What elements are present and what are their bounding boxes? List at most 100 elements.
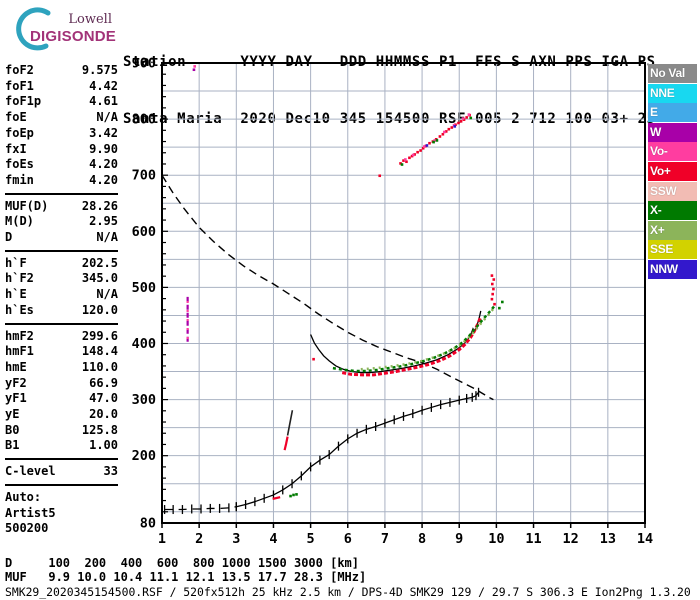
legend-item-nne: NNE — [648, 83, 697, 103]
legend-item-sse: SSE — [648, 240, 697, 260]
param-label: foF1 — [5, 78, 34, 93]
param-row-hmf1: hmF1 148.4 — [5, 344, 118, 360]
y-axis-label: 800 — [132, 112, 156, 128]
legend-item-x+: X+ — [648, 220, 697, 240]
param-value: 125.8 — [81, 422, 118, 437]
distance-row: D 100 200 400 600 800 1000 1500 3000 [km… — [5, 556, 360, 570]
es-green-dots — [289, 494, 292, 498]
param-value: 66.9 — [89, 375, 118, 390]
second-hop-pink — [404, 158, 407, 161]
param-value: 345.0 — [81, 271, 118, 286]
param-value: 202.5 — [81, 255, 118, 270]
param-label: D — [5, 230, 13, 245]
param-label: yF1 — [5, 391, 27, 406]
second-hop-red — [428, 141, 431, 145]
param-row-mufd: MUF(D) 28.26 — [5, 199, 118, 215]
param-row-hmf2: hmF2 299.6 — [5, 329, 118, 345]
autoscaling-info: Artist5 — [5, 505, 56, 520]
x-axis-label: 8 — [418, 531, 426, 547]
second-hop-red — [438, 135, 442, 138]
plot-border — [161, 62, 646, 524]
second-hop-pink — [411, 153, 415, 157]
param-value: N/A — [96, 110, 118, 125]
second-hop-red — [378, 174, 382, 178]
param-row-fof1: foF1 4.42 — [5, 79, 118, 95]
legend-item-e: E — [648, 103, 697, 123]
param-row-md: M(D) 2.95 — [5, 214, 118, 230]
es-green-dots — [295, 493, 298, 496]
logo-lowell-text: Lowell — [68, 12, 112, 27]
f1-retrace-dark — [286, 410, 294, 436]
top-dot-purple — [192, 68, 196, 72]
second-hop-green — [432, 140, 435, 144]
x-mode-echo-light — [360, 307, 495, 371]
param-row-foep: foEp 3.42 — [5, 126, 118, 142]
digisonde-logo: Lowell DIGISONDE — [4, 4, 118, 54]
second-hop-red — [416, 150, 419, 154]
x-axis-label: 3 — [232, 531, 240, 547]
second-hop-red — [399, 162, 402, 165]
param-value: N/A — [96, 287, 118, 302]
x-axis-label: 12 — [563, 531, 579, 547]
second-hop-pink — [423, 145, 426, 148]
param-label: h`F — [5, 255, 27, 270]
spread-f-green — [498, 306, 501, 310]
y-axis-label: 200 — [132, 448, 156, 464]
param-label: C-level — [5, 464, 56, 479]
param-label: h`Es — [5, 302, 34, 317]
param-label: yE — [5, 407, 20, 422]
param-row-clevel: C-level 33 — [5, 464, 118, 480]
separator — [5, 249, 118, 252]
param-row-fxi: fxI 9.90 — [5, 142, 118, 158]
second-hop-red — [419, 149, 422, 152]
top-dot-pink — [193, 65, 196, 68]
param-row-hf2: h`F2 345.0 — [5, 271, 118, 287]
param-row-foes: foEs 4.20 — [5, 157, 118, 173]
param-row-d: D N/A — [5, 230, 118, 246]
second-hop-red — [421, 146, 425, 150]
second-hop-red — [459, 120, 463, 123]
param-value: 148.4 — [81, 344, 118, 359]
param-label: hmF1 — [5, 344, 34, 359]
second-hop-red — [408, 156, 411, 160]
param-label: foF1p — [5, 94, 42, 109]
legend-item-w: W — [648, 122, 697, 142]
legend-item-vo+: Vo+ — [648, 161, 697, 181]
spread-f-red — [490, 282, 494, 286]
param-row-foe: foE N/A — [5, 110, 118, 126]
param-value: 47.0 — [89, 391, 118, 406]
o-mode-echo-band — [341, 317, 482, 377]
second-hop-red — [457, 121, 460, 125]
second-hop-red — [454, 123, 457, 127]
second-hop-red — [465, 116, 468, 119]
separator — [5, 322, 118, 325]
param-row-fof1p: foF1p 4.61 — [5, 94, 118, 110]
h-trace-rise — [236, 391, 480, 508]
legend-item-nnw: NNW — [648, 259, 697, 279]
x-axis-label: 6 — [344, 531, 352, 547]
param-label: MUF(D) — [5, 198, 49, 213]
param-row-he: h`E N/A — [5, 287, 118, 303]
es-red-dash — [272, 496, 281, 500]
param-value: N/A — [96, 230, 118, 245]
legend-item-x-: X- — [648, 201, 697, 221]
param-row-hf: h`F 202.5 — [5, 256, 118, 272]
x-axis-label: 5 — [307, 531, 315, 547]
param-label: foEp — [5, 125, 34, 140]
second-hop-pink — [443, 130, 446, 134]
param-row-b1: B1 1.00 — [5, 438, 118, 454]
param-value: 4.20 — [89, 157, 118, 172]
separator — [5, 458, 118, 461]
param-value: 110.0 — [81, 359, 118, 374]
ionogram-parameters-panel: foF2 9.575 foF1 4.42 foF1p 4.61 foE N/A foEp 3.42… — [5, 63, 118, 537]
x-axis-label: 1 — [158, 531, 166, 547]
param-label: fmin — [5, 172, 34, 187]
second-hop-blue — [425, 144, 429, 147]
param-label: h`E — [5, 287, 27, 302]
param-label: foEs — [5, 157, 34, 172]
x-axis-label: 14 — [637, 531, 653, 547]
param-label: foF2 — [5, 63, 34, 77]
transmission-curve-dashed — [161, 174, 494, 401]
param-value: 299.6 — [81, 328, 118, 343]
param-label: yF2 — [5, 375, 27, 390]
